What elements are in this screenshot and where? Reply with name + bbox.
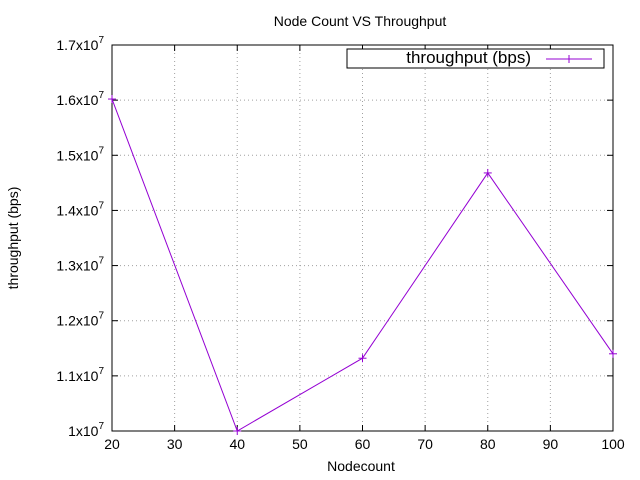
y-tick-label: 1x107: [68, 421, 104, 439]
legend-marker-plus: [565, 55, 573, 63]
data-point: [233, 427, 242, 435]
y-axis-label: throughput (bps): [5, 187, 21, 290]
x-axis-label: Nodecount: [327, 458, 395, 474]
y-tick-label: 1.4x107: [56, 200, 104, 218]
data-point: [483, 168, 492, 177]
legend-label: throughput (bps): [406, 48, 531, 67]
x-tick-label: 20: [104, 436, 120, 452]
y-axis: 1x107 1.1x107 1.2x107 1.3x107 1.4x107 1.5x107…: [56, 35, 613, 439]
grid: [112, 45, 613, 431]
x-axis: 20 30 40 50 60 70 80 90 100: [104, 45, 625, 452]
x-tick-label: 80: [480, 436, 496, 452]
x-tick-label: 50: [292, 436, 308, 452]
legend-box: [346, 48, 605, 69]
data-point: [609, 349, 617, 358]
chart-title: Node Count VS Throughput: [274, 13, 447, 29]
x-tick-label: 60: [355, 436, 371, 452]
y-tick-label: 1.1x107: [56, 366, 104, 384]
legend-marker: [565, 55, 573, 63]
legend: throughput (bps): [346, 48, 605, 69]
x-tick-label: 40: [229, 436, 245, 452]
data-point: [108, 95, 116, 104]
y-tick-label: 1.3x107: [56, 256, 104, 274]
x-tick-label: 100: [601, 436, 625, 452]
y-tick-label: 1.5x107: [56, 145, 104, 163]
x-tick-label: 70: [417, 436, 433, 452]
y-tick-label: 1.6x107: [56, 90, 104, 108]
y-tick-label: 1.2x107: [56, 311, 104, 329]
x-tick-label: 90: [543, 436, 559, 452]
x-tick-label: 30: [167, 436, 183, 452]
data-point: [358, 354, 367, 363]
series-group: [108, 95, 617, 435]
y-tick-label: 1.7x107: [56, 35, 104, 53]
